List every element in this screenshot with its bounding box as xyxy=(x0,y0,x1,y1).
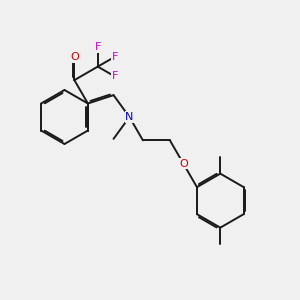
Text: O: O xyxy=(70,52,79,62)
Text: F: F xyxy=(111,71,118,81)
Text: O: O xyxy=(179,159,188,169)
Text: N: N xyxy=(125,112,134,122)
Text: F: F xyxy=(94,42,101,52)
Text: F: F xyxy=(111,52,118,62)
